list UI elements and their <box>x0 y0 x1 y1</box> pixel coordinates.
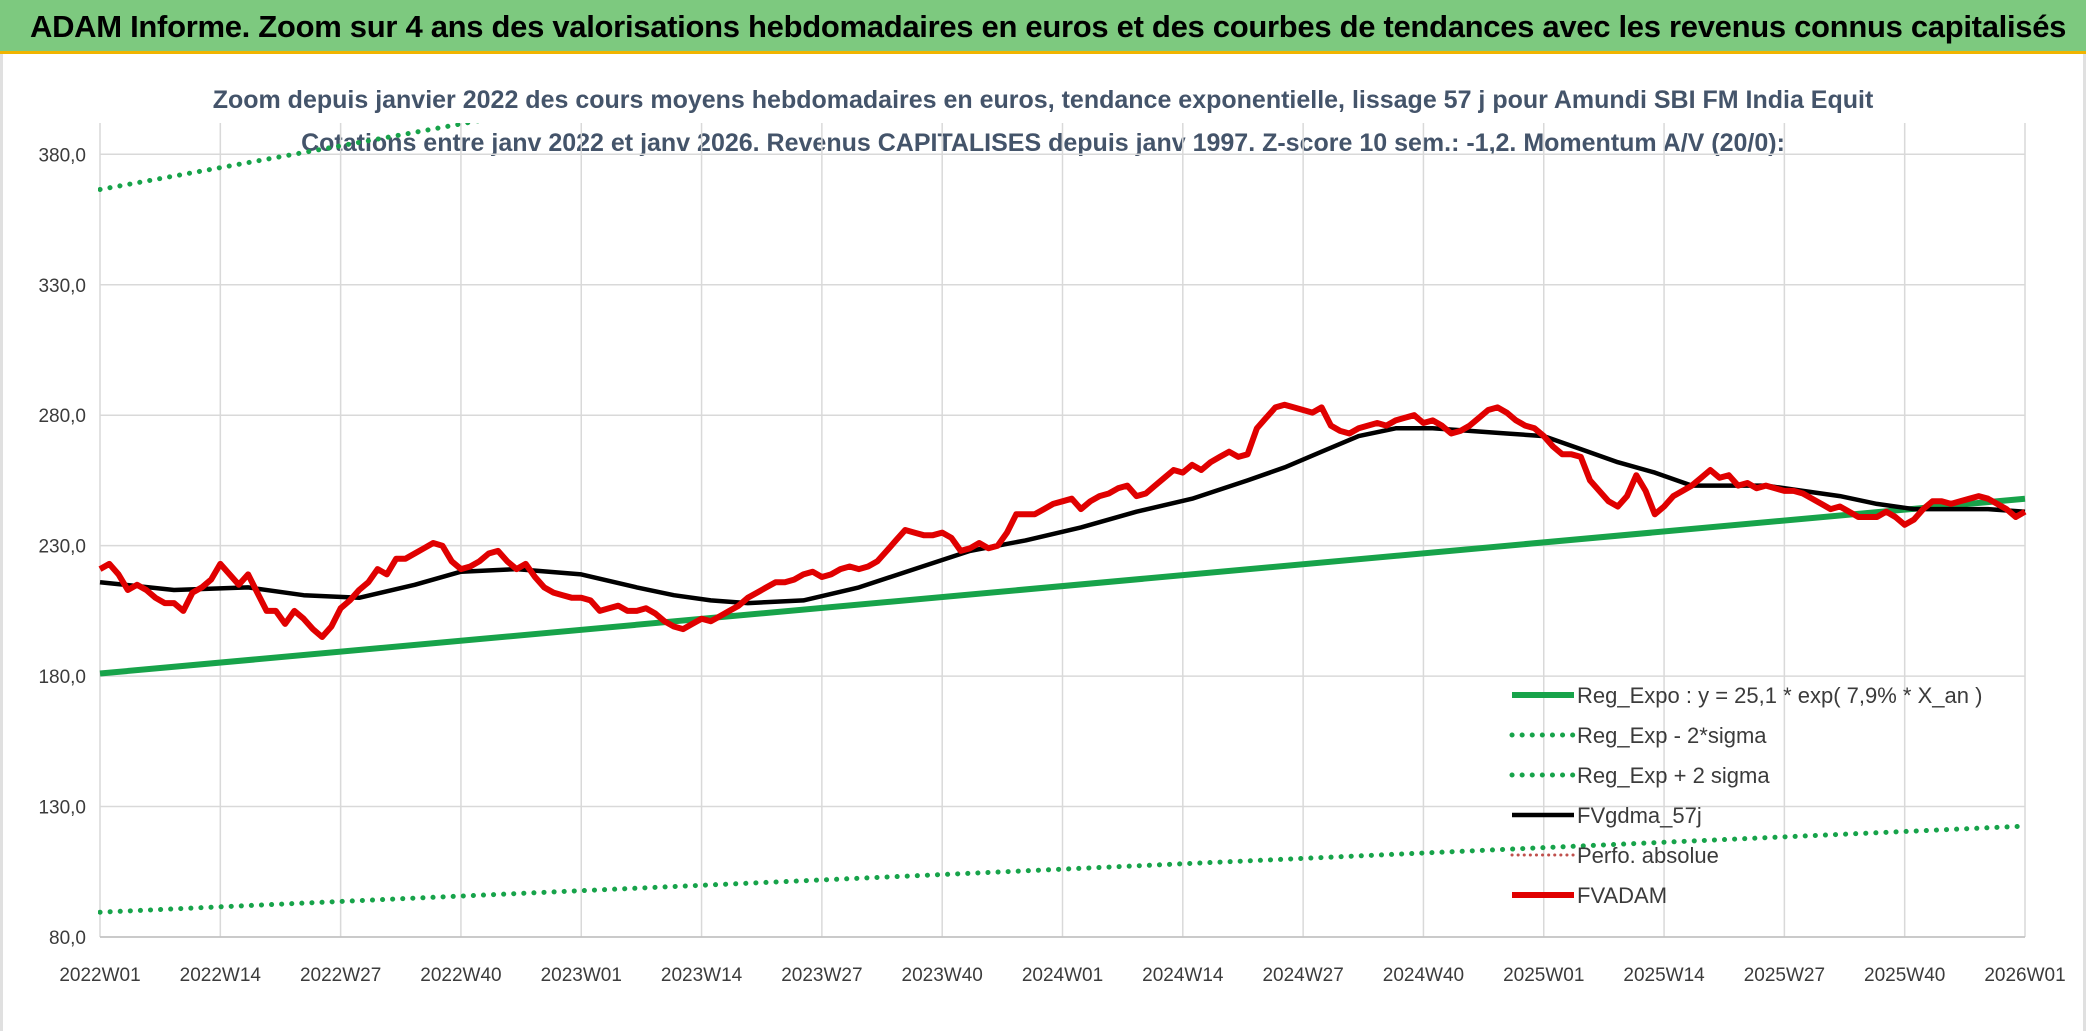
x-tick-label: 2022W40 <box>420 965 501 986</box>
legend-label-1: Reg_Exp - 2*sigma <box>1577 723 1767 748</box>
x-axis-ticks: 2022W01 2022W14 2022W27 2022W40 2023W01 2023W… <box>59 965 2065 986</box>
y-axis-ticks: 80,0 130,0 180,0 230,0 280,0 330,0 380,0 <box>38 145 86 949</box>
y-tick-label: 330,0 <box>38 276 86 297</box>
chart-subtitle: Cotations entre janv 2022 et janv 2026. … <box>301 129 1785 157</box>
series-line-0 <box>99 495 2026 677</box>
series-line-1 <box>98 823 2028 915</box>
x-tick-label: 2023W01 <box>541 965 622 986</box>
legend-label-2: Reg_Exp + 2 sigma <box>1577 763 1770 788</box>
x-tick-label: 2025W01 <box>1503 965 1584 986</box>
chart-frame <box>0 54 2086 1031</box>
x-tick-label: 2023W14 <box>661 965 743 986</box>
x-tick-label: 2022W01 <box>59 965 140 986</box>
report-title: ADAM Informe. Zoom sur 4 ans des valoris… <box>30 9 2067 44</box>
y-tick-label: 380,0 <box>38 145 86 166</box>
legend-label-5: FVADAM <box>1577 883 1667 908</box>
gridlines <box>99 123 2026 938</box>
report-banner: ADAM Informe. Zoom sur 4 ans des valoris… <box>0 0 2086 54</box>
x-tick-label: 2024W14 <box>1142 965 1224 986</box>
x-tick-label: 2022W27 <box>300 965 381 986</box>
legend-label-3: FVgdma_57j <box>1577 803 1702 828</box>
x-tick-label: 2025W40 <box>1864 965 1945 986</box>
legend-label-4: Perfo. absolue <box>1577 843 1719 868</box>
x-tick-label: 2024W40 <box>1383 965 1464 986</box>
series-line-5 <box>98 401 2027 640</box>
x-tick-label: 2025W14 <box>1623 965 1705 986</box>
x-tick-label: 2024W27 <box>1262 965 1343 986</box>
y-tick-label: 130,0 <box>38 798 86 819</box>
x-tick-label: 2023W40 <box>902 965 983 986</box>
legend-label-0: Reg_Expo : y = 25,1 * exp( 7,9% * X_an ) <box>1577 683 1982 708</box>
x-tick-label: 2026W01 <box>1984 965 2065 986</box>
chart-series <box>98 123 2028 915</box>
x-tick-label: 2024W01 <box>1022 965 1103 986</box>
x-tick-label: 2023W27 <box>781 965 862 986</box>
chart-title: Zoom depuis janvier 2022 des cours moyen… <box>213 86 1874 114</box>
x-tick-label: 2022W14 <box>180 965 262 986</box>
legend: Reg_Expo : y = 25,1 * exp( 7,9% * X_an )… <box>1509 683 1982 908</box>
x-tick-label: 2025W27 <box>1744 965 1825 986</box>
y-tick-label: 230,0 <box>38 537 86 558</box>
y-tick-label: 80,0 <box>49 928 86 949</box>
y-tick-label: 280,0 <box>38 406 86 427</box>
y-tick-label: 180,0 <box>38 667 86 688</box>
